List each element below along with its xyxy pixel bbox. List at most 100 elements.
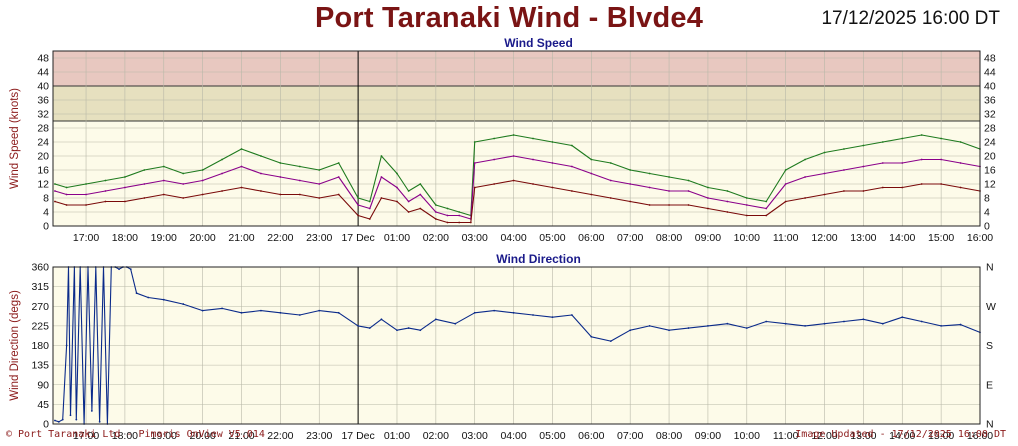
direction-x-tick-label: 16:00	[967, 430, 993, 442]
speed-point-mean	[407, 200, 410, 203]
speed-point-mean	[396, 186, 398, 189]
speed-point-lull	[745, 214, 748, 217]
speed-point-gust	[901, 137, 904, 140]
speed-x-tick-label: 18:00	[112, 232, 138, 244]
speed-point-gust	[124, 176, 126, 178]
speed-point-lull	[54, 200, 56, 203]
speed-y-tick-label: 12	[37, 179, 49, 191]
direction-point-direction	[629, 329, 632, 332]
speed-y-tick-label-right: 40	[984, 81, 996, 93]
speed-point-gust	[959, 141, 962, 143]
speed-x-tick-label: 05:00	[539, 232, 565, 244]
speed-point-mean	[104, 190, 107, 192]
speed-point-mean	[380, 176, 383, 178]
speed-point-lull	[380, 197, 383, 199]
direction-point-direction	[147, 296, 150, 299]
speed-point-mean	[493, 158, 496, 161]
footer-copyright: © Port Taranaki Ltd - Pimaris OnView V5.…	[6, 429, 265, 440]
speed-point-gust	[162, 165, 165, 168]
direction-point-direction	[881, 322, 884, 325]
speed-point-gust	[609, 162, 612, 164]
speed-frame	[52, 50, 981, 227]
speed-point-mean	[551, 162, 554, 164]
speed-point-mean	[458, 214, 461, 217]
speed-point-gust	[512, 134, 515, 136]
speed-point-lull	[182, 197, 185, 199]
speed-point-mean	[221, 172, 223, 175]
direction-point-direction	[201, 309, 204, 312]
speed-y-tick-label-right: 8	[984, 193, 990, 205]
speed-y-tick-label-right: 20	[984, 151, 996, 163]
speed-point-mean	[843, 169, 845, 171]
speed-point-mean	[862, 165, 865, 168]
speed-point-mean	[54, 190, 56, 192]
speed-point-gust	[260, 155, 262, 157]
speed-point-mean	[920, 158, 923, 161]
speed-point-lull	[65, 204, 68, 206]
direction-point-direction	[570, 314, 573, 316]
direction-point-direction	[260, 309, 262, 312]
direction-y-tick-label: 360	[31, 262, 49, 274]
speed-point-lull	[648, 204, 651, 206]
direction-point-direction	[279, 311, 282, 314]
direction-x-tick-label: 21:00	[228, 430, 254, 442]
direction-x-tick-label: 17:00	[73, 430, 99, 442]
speed-point-gust	[745, 197, 748, 199]
direction-y-tick-label: 135	[31, 360, 49, 372]
speed-point-gust	[201, 169, 204, 171]
speed-point-mean	[473, 162, 476, 164]
speed-x-tick-label: 14:00	[889, 232, 915, 244]
speed-point-mean	[726, 200, 729, 203]
speed-point-lull	[434, 218, 437, 220]
direction-y-tick-label: 90	[37, 379, 49, 391]
direction-x-tick-label: 02:00	[423, 430, 449, 442]
direction-y-tick-label: 270	[31, 301, 49, 313]
speed-point-gust	[396, 172, 398, 175]
speed-y-tick-label: 40	[37, 81, 49, 93]
direction-x-tick-label: 18:00	[112, 430, 138, 442]
speed-point-mean	[337, 176, 340, 178]
speed-y-tick-label: 36	[37, 95, 49, 107]
timestamp: 17/12/2025 16:00 DT	[821, 8, 1000, 29]
direction-point-direction	[707, 324, 709, 327]
direction-point-direction	[407, 327, 410, 329]
speed-y-tick-label-right: 12	[984, 179, 996, 191]
direction-point-direction	[65, 344, 68, 347]
direction-point-direction	[687, 327, 690, 329]
direction-x-tick-label: 10:00	[734, 430, 760, 442]
speed-point-gust	[85, 183, 87, 185]
speed-point-mean	[784, 183, 787, 185]
speed-point-mean	[182, 183, 185, 185]
direction-point-direction	[396, 329, 398, 332]
direction-point-direction	[337, 311, 340, 314]
speed-point-mean	[629, 183, 632, 185]
speed-point-lull	[765, 214, 768, 217]
speed-point-mean	[901, 162, 904, 164]
direction-point-direction	[135, 292, 138, 295]
speed-point-mean	[687, 190, 690, 192]
direction-y-tick-label: 0	[43, 419, 49, 431]
speed-point-lull	[590, 193, 593, 196]
direction-x-tick-label: 19:00	[151, 430, 177, 442]
speed-point-mean	[162, 179, 165, 182]
direction-x-tick-label: 04:00	[500, 430, 526, 442]
speed-y-tick-label-right: 0	[984, 221, 990, 233]
direction-x-tick-label: 22:00	[267, 430, 293, 442]
speed-point-lull	[881, 186, 884, 189]
speed-point-gust	[707, 186, 709, 189]
speed-point-lull	[419, 207, 422, 210]
direction-point-direction	[959, 323, 962, 326]
speed-point-gust	[570, 144, 573, 147]
speed-point-mean	[609, 179, 612, 182]
speed-point-mean	[745, 204, 748, 206]
speed-y-tick-label: 8	[43, 193, 49, 205]
direction-point-direction	[551, 316, 554, 319]
direction-compass-label: N	[986, 262, 994, 274]
speed-point-gust	[458, 211, 461, 213]
speed-point-gust	[182, 172, 185, 175]
speed-y-tick-label: 48	[37, 53, 49, 65]
speed-x-tick-label: 03:00	[462, 232, 488, 244]
speed-x-tick-label: 06:00	[578, 232, 604, 244]
direction-x-tick-label: 13:00	[850, 430, 876, 442]
speed-y-tick-label: 20	[37, 151, 49, 163]
